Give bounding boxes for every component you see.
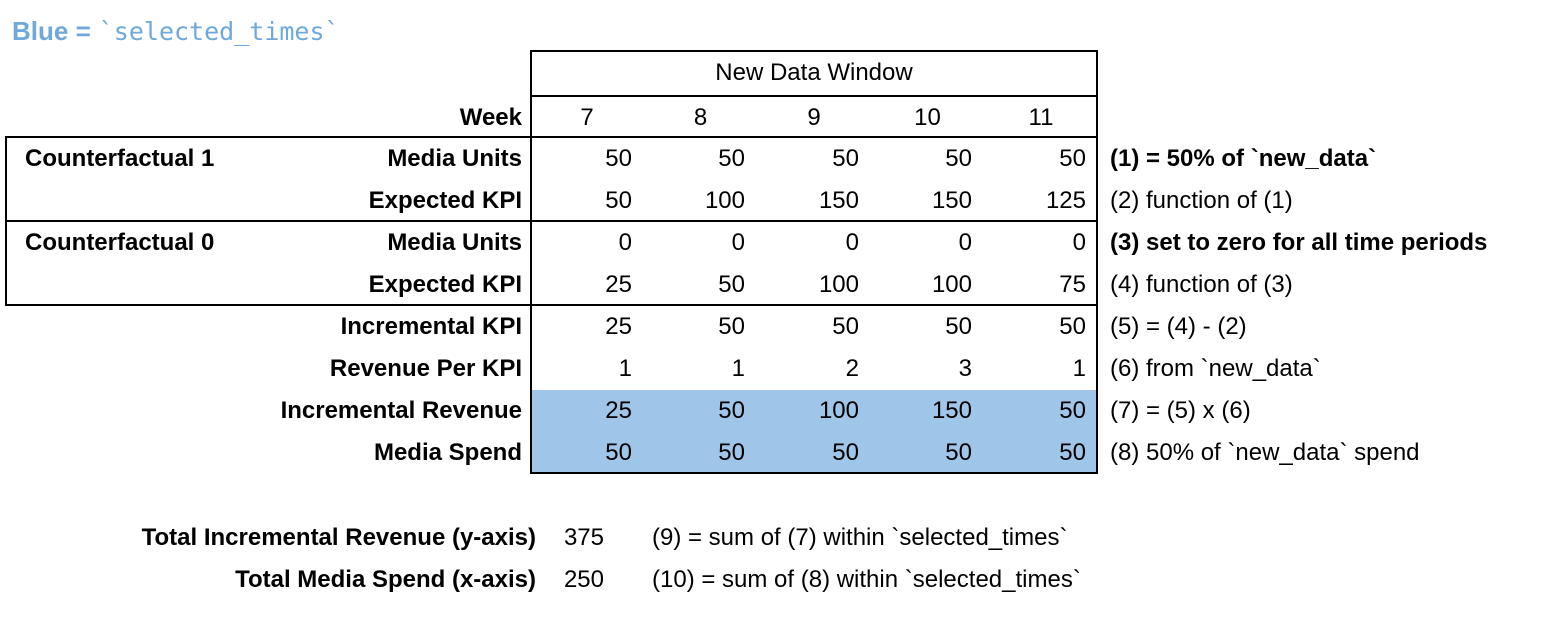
grid-line: [530, 95, 1098, 97]
group-label-counterfactual-0: Counterfactual 0: [25, 229, 215, 256]
table-cell: 100: [931, 271, 972, 298]
table-cell: 50: [605, 187, 632, 214]
total-media-spend-value: 250: [563, 566, 604, 593]
grid-line: [530, 304, 1098, 306]
table-cell: 75: [1059, 271, 1086, 298]
total-incremental-revenue-value: 375: [563, 524, 604, 551]
row-label: Incremental KPI: [340, 313, 522, 340]
week-number: 9: [807, 104, 821, 131]
row-label: Media Spend: [373, 439, 522, 466]
row-annotation: (7) = (5) x (6): [1110, 397, 1251, 424]
table-cell: 0: [1072, 229, 1086, 256]
row-annotation: (2) function of (1): [1110, 187, 1293, 214]
table-cell: 0: [845, 229, 859, 256]
table-cell: 0: [731, 229, 745, 256]
grid-line: [5, 220, 532, 222]
table-cell-highlighted: 50: [832, 439, 859, 466]
total-incremental-revenue-annotation: (9) = sum of (7) within `selected_times`: [652, 524, 1068, 551]
total-media-spend-annotation: (10) = sum of (8) within `selected_times…: [652, 566, 1081, 593]
week-number: 8: [693, 104, 708, 131]
table-cell: 100: [704, 187, 745, 214]
table-cell: 50: [605, 145, 632, 172]
table-cell: 150: [931, 187, 972, 214]
total-incremental-revenue-label: Total Incremental Revenue (y-axis): [141, 524, 536, 551]
table-cell: 125: [1045, 187, 1086, 214]
table-cell: 25: [605, 313, 632, 340]
total-media-spend-label: Total Media Spend (x-axis): [235, 566, 536, 593]
table-cell: 0: [958, 229, 972, 256]
table-cell: 50: [1059, 313, 1086, 340]
table-cell: 3: [958, 355, 972, 382]
selected-times-highlight: [532, 390, 1096, 472]
table-cell: 50: [832, 313, 859, 340]
table-cell: 1: [731, 355, 745, 382]
week-header-label: Week: [459, 104, 522, 131]
row-annotation: (4) function of (3): [1110, 271, 1293, 298]
row-annotation: (3) set to zero for all time periods: [1110, 229, 1488, 256]
group-label-counterfactual-1: Counterfactual 1: [25, 145, 215, 172]
table-cell-highlighted: 50: [945, 439, 972, 466]
table-cell: 50: [718, 313, 745, 340]
table-cell-highlighted: 100: [818, 397, 859, 424]
table-cell-highlighted: 50: [605, 439, 632, 466]
row-label: Expected KPI: [368, 187, 522, 214]
table-cell-highlighted: 50: [718, 439, 745, 466]
data-window-header: New Data Window: [715, 59, 913, 86]
legend-note: Blue = `selected_times`: [12, 16, 340, 47]
row-label: Media Units: [387, 229, 522, 256]
row-annotation: (5) = (4) - (2): [1110, 313, 1247, 340]
row-label: Incremental Revenue: [280, 397, 522, 424]
legend-note-code: `selected_times`: [98, 17, 340, 46]
grid-line: [530, 220, 1098, 222]
table-cell: 0: [618, 229, 632, 256]
row-label: Revenue Per KPI: [329, 355, 522, 382]
table-cell-highlighted: 25: [605, 397, 632, 424]
table-cell: 50: [718, 145, 745, 172]
table-cell-highlighted: 50: [1059, 439, 1086, 466]
table-cell-highlighted: 150: [931, 397, 972, 424]
table-cell: 2: [845, 355, 859, 382]
row-annotation: (1) = 50% of `new_data`: [1110, 145, 1377, 172]
table-cell: 25: [605, 271, 632, 298]
table-cell: 1: [1072, 355, 1086, 382]
table-cell: 50: [832, 145, 859, 172]
row-label: Expected KPI: [368, 271, 522, 298]
table-cell: 100: [818, 271, 859, 298]
table-cell: 150: [818, 187, 859, 214]
table-cell: 50: [1059, 145, 1086, 172]
week-number: 7: [580, 104, 594, 131]
row-label: Media Units: [387, 145, 522, 172]
table-cell-highlighted: 50: [1059, 397, 1086, 424]
row-annotation: (6) from `new_data`: [1110, 355, 1321, 382]
grid-line: [530, 136, 1098, 138]
table-cell: 1: [618, 355, 632, 382]
legend-note-prefix: Blue =: [12, 16, 91, 46]
table-cell-highlighted: 50: [718, 397, 745, 424]
table-cell: 50: [945, 145, 972, 172]
week-number: 11: [1028, 104, 1054, 131]
table-cell: 50: [718, 271, 745, 298]
table-cell: 50: [945, 313, 972, 340]
row-annotation: (8) 50% of `new_data` spend: [1110, 439, 1420, 466]
week-number: 10: [914, 104, 941, 131]
